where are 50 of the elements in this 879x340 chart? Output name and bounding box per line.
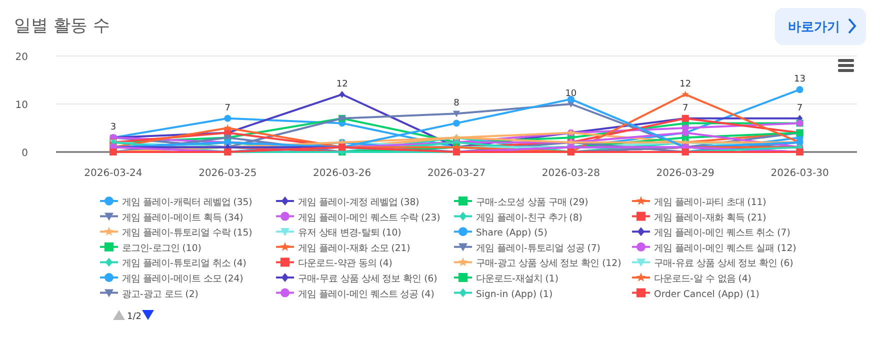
legend-label: 유저 상태 변경-탈퇴 (10) <box>298 228 402 239</box>
x-tick-label: 2026-03-24 <box>84 168 142 179</box>
text: 1/2 <box>127 312 142 322</box>
y-tick-label: 10 <box>15 100 28 111</box>
legend-label: 게임 플레이-튜토리얼 취소 (4) <box>122 258 246 270</box>
data-label: 7 <box>224 103 231 114</box>
y-tick-label: 0 <box>22 148 28 159</box>
x-tick-label: 2026-03-29 <box>656 168 714 179</box>
text: 바로가기 <box>788 20 840 35</box>
legend-label: 게임 플레이-재화 획득 (21) <box>654 212 766 224</box>
y-tick-label: 20 <box>15 52 28 63</box>
legend-label: 게임 플레이-계정 레벨업 (38) <box>298 197 420 208</box>
legend-label: 게임 플레이-친구 추가 (8) <box>476 212 582 224</box>
data-label: 12 <box>336 79 348 90</box>
legend-label: 다운로드-알 수 없음 (4) <box>654 274 752 284</box>
legend-label: 게임 플레이-메인 퀘스트 실패 (12) <box>654 242 796 254</box>
x-tick-label: 2026-03-28 <box>542 168 600 179</box>
x-tick-label: 2026-03-27 <box>427 168 486 179</box>
legend-label: 구매-소모성 상품 구매 (29) <box>476 197 588 208</box>
legend-label: 게임 플레이-메인 퀘스트 취소 (7) <box>654 228 790 239</box>
x-tick-label: 2026-03-30 <box>770 168 829 179</box>
legend-label: Share (App) (5) <box>476 228 548 239</box>
legend-label: 구매-무료 상품 상세 정보 확인 (6) <box>298 274 438 284</box>
x-tick-label: 2026-03-26 <box>313 168 372 179</box>
legend-label: 게임 플레이-재화 소모 (21) <box>298 242 410 254</box>
legend-label: 구매-유료 상품 상세 정보 확인 (6) <box>654 258 794 270</box>
data-label: 7 <box>682 103 688 114</box>
legend-label: 게임 플레이-메이트 획득 (34) <box>122 212 244 224</box>
legend-label: 게임 플레이-튜토리얼 성공 (7) <box>476 242 600 254</box>
legend-label: 게임 플레이-파티 초대 (11) <box>654 197 766 208</box>
legend-label: 게임 플레이-메이트 소모 (24) <box>122 274 244 284</box>
data-label: 10 <box>565 89 577 99</box>
data-label: 12 <box>680 79 692 90</box>
chart-title: 일별 활동 수 <box>14 16 110 36</box>
legend-label: 다운로드-약관 동의 (4) <box>298 258 392 270</box>
legend-label: 광고-광고 로드 (2) <box>122 288 198 300</box>
data-label: 3 <box>110 122 116 133</box>
legend-label: 다운로드-재설치 (1) <box>476 274 558 284</box>
x-tick-label: 2026-03-25 <box>198 168 257 179</box>
legend-label: 게임 플레이-튜토리얼 수락 (15) <box>122 228 252 239</box>
legend-label: 게임 플레이-캐릭터 레벨업 (35) <box>122 197 252 208</box>
legend-label: Sign-in (App) (1) <box>476 288 553 300</box>
legend-label: 로그인-로그인 (10) <box>122 242 202 254</box>
legend-label: Order Cancel (App) (1) <box>654 288 760 300</box>
legend-label: 구매-광고 상품 상세 정보 확인 (12) <box>476 258 622 270</box>
data-label: 8 <box>454 98 460 109</box>
legend-label: 게임 플레이-메인 퀘스트 성공 (4) <box>298 288 434 300</box>
legend-label: 게임 플레이-메인 퀘스트 수락 (23) <box>298 212 440 224</box>
data-label: 13 <box>794 74 806 85</box>
data-label: 7 <box>796 103 803 114</box>
